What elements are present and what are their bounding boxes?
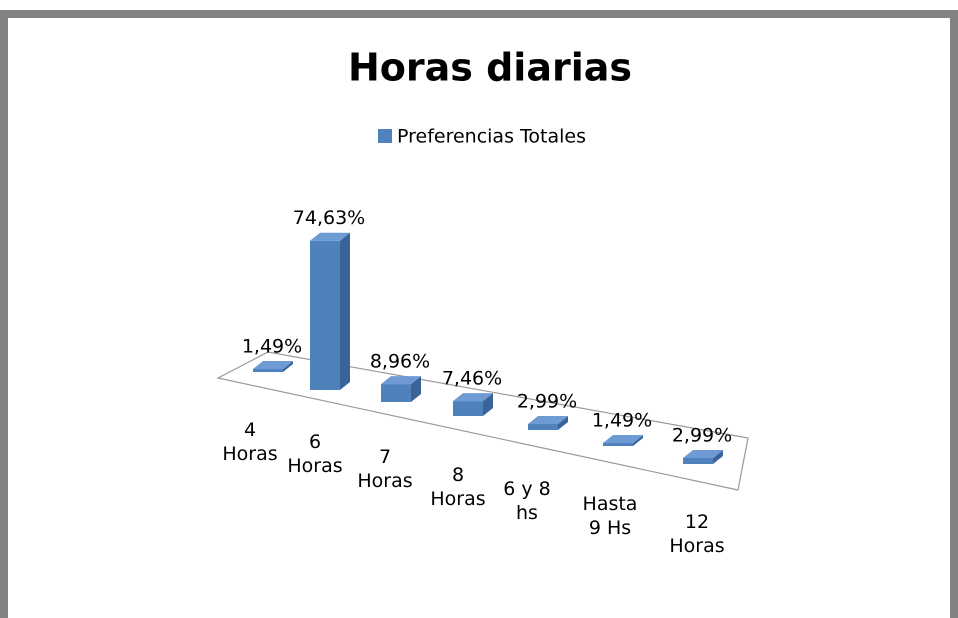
bar-side [283, 361, 293, 372]
bar-top [253, 361, 293, 370]
data-label: 8,96% [370, 351, 430, 373]
data-label: 1,49% [242, 336, 302, 358]
chart: Horas diarias Preferencias Totales 1,49% 7… [216, 46, 749, 491]
bar-top [683, 450, 723, 459]
bar [310, 240, 340, 390]
legend-label: Preferencias Totales [397, 126, 586, 148]
chart-frame [0, 10, 958, 618]
data-label: 2,99% [672, 425, 732, 447]
x-tick-label: 12 Horas [669, 511, 725, 557]
bar-top [528, 416, 568, 425]
bar-side [558, 416, 568, 430]
x-tick-label: 8 Horas [430, 464, 486, 510]
bar-top [310, 232, 350, 241]
x-tick-label: 7 Horas [357, 446, 413, 492]
x-tick-label: Hasta 9 Hs [582, 493, 638, 539]
bar-side [713, 450, 723, 464]
x-tick-label: 6 Horas [287, 431, 343, 477]
bar-top [381, 376, 421, 385]
bar-side [411, 376, 421, 402]
x-tick-label: 4 Horas [222, 419, 278, 465]
bar-side [483, 393, 493, 416]
bar [453, 401, 483, 416]
data-label: 2,99% [517, 391, 577, 413]
bar [603, 443, 633, 446]
floor [216, 351, 749, 491]
bar [253, 369, 283, 372]
data-label: 7,46% [442, 368, 502, 390]
legend-swatch [378, 129, 392, 143]
bar [528, 424, 558, 430]
bar-top [603, 435, 643, 444]
data-label: 1,49% [592, 410, 652, 432]
bar-top [453, 393, 493, 402]
bar-side [633, 435, 643, 446]
data-label: 74,63% [293, 207, 365, 229]
x-tick-label: 6 y 8 hs [503, 478, 551, 524]
page: Horas diarias Preferencias Totales 1,49% 7… [0, 10, 958, 618]
bar [381, 384, 411, 402]
bar [683, 458, 713, 464]
chart-title: Horas diarias [348, 46, 632, 90]
bar-side [340, 232, 350, 390]
